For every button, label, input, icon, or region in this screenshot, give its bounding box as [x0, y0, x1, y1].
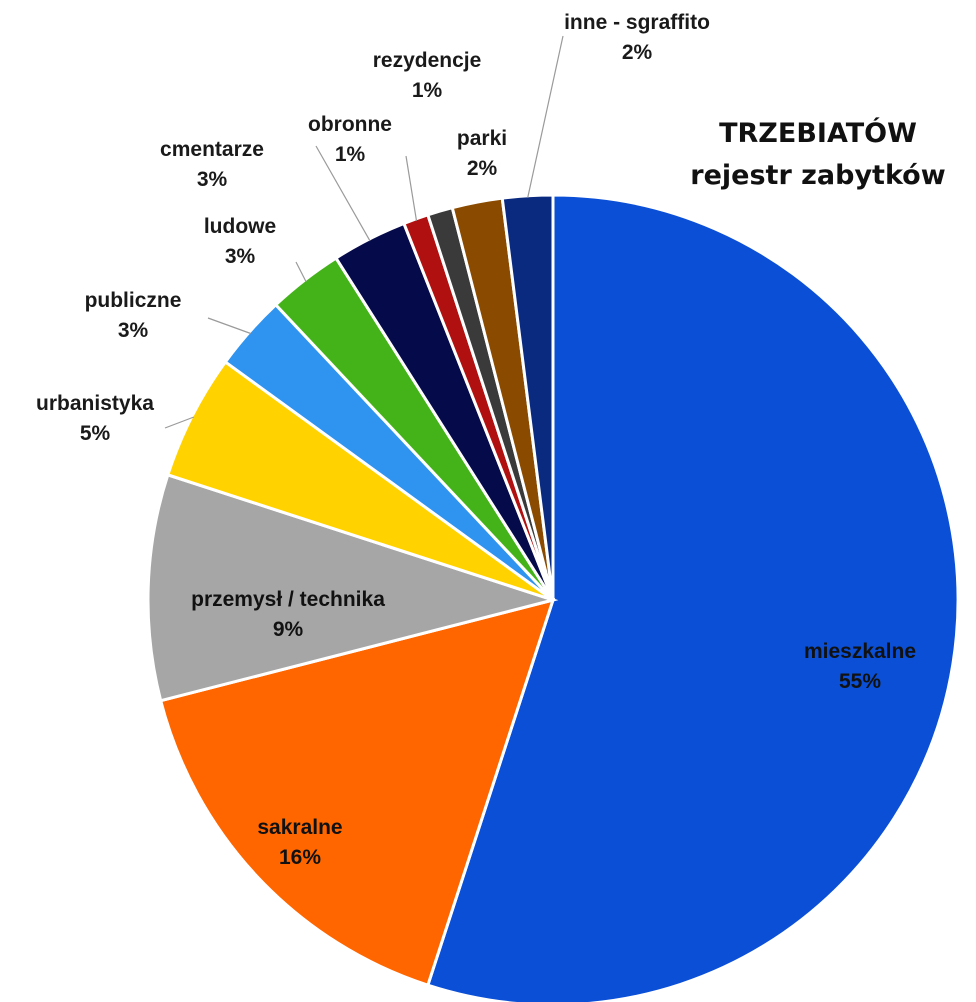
- slice-labels: mieszkalne 55% sakralne 16% przemysł / techn…: [36, 11, 916, 869]
- label-przemysl-technika: przemysł / technika: [191, 588, 385, 611]
- value-mieszkalne: 55%: [839, 670, 881, 693]
- value-sakralne: 16%: [279, 846, 321, 869]
- slice-sakralne: [158, 597, 556, 988]
- value-rezydencje: 1%: [412, 79, 443, 102]
- leader-obronne: [405, 155, 418, 221]
- leader-ludowe: [295, 261, 307, 282]
- leader-urbanistyka: [164, 416, 195, 429]
- label-ludowe: ludowe: [204, 215, 276, 238]
- label-inne-sgraffito: inne - sgraffito: [564, 11, 710, 34]
- value-parki: 2%: [467, 157, 498, 180]
- label-cmentarze: cmentarze: [160, 138, 264, 161]
- label-parki: parki: [457, 127, 507, 150]
- leader-cmentarze: [315, 145, 371, 242]
- label-sakralne: sakralne: [257, 816, 342, 839]
- value-obronne: 1%: [335, 143, 366, 166]
- leader-publiczne: [207, 317, 251, 335]
- value-urbanistyka: 5%: [80, 422, 111, 445]
- chart-title: TRZEBIATÓW: [719, 117, 917, 149]
- leader-lines: [164, 35, 564, 429]
- slice-mieszkalne: [425, 193, 960, 1002]
- label-mieszkalne: mieszkalne: [804, 640, 916, 663]
- chart-subtitle: rejestr zabytków: [690, 160, 945, 191]
- value-inne-sgraffito: 2%: [622, 41, 653, 64]
- value-publiczne: 3%: [118, 319, 149, 342]
- slice-przemysl-technika: [146, 472, 559, 703]
- value-przemysl-technika: 9%: [273, 618, 304, 641]
- leader-inne-sgraffito: [527, 35, 564, 198]
- label-publiczne: publiczne: [85, 289, 182, 312]
- value-ludowe: 3%: [225, 245, 256, 268]
- label-obronne: obronne: [308, 113, 392, 136]
- label-rezydencje: rezydencje: [373, 49, 482, 72]
- label-urbanistyka: urbanistyka: [36, 392, 154, 415]
- value-cmentarze: 3%: [197, 168, 228, 191]
